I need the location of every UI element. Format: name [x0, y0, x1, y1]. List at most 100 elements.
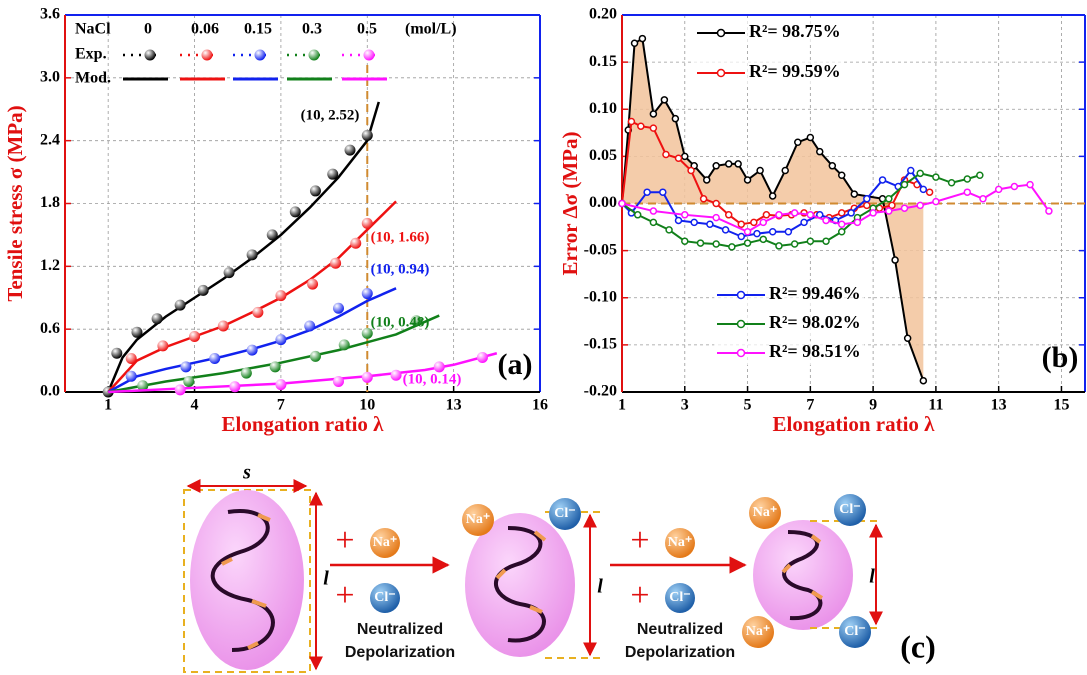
length-symbol: l	[597, 576, 603, 598]
x-tick-label: 10	[359, 397, 375, 414]
x-tick-label: 16	[532, 397, 548, 414]
error-point	[662, 150, 670, 159]
x-tick-label: 13	[446, 397, 462, 414]
x-axis-label: Elongation ratio λ	[222, 412, 385, 436]
error-point	[768, 192, 777, 200]
exp-point	[180, 361, 192, 373]
exp-point	[344, 144, 356, 156]
legend-label: 0.3	[302, 21, 322, 38]
legend-label: 0.06	[191, 21, 219, 38]
error-point	[665, 226, 673, 234]
error-point	[768, 228, 777, 236]
y-tick-label: -0.15	[584, 336, 617, 353]
legend-label: R²= 98.75%	[749, 21, 841, 41]
annotation: (10, 0.48)	[371, 314, 430, 330]
error-point	[775, 242, 783, 250]
exp-point	[111, 347, 123, 359]
error-point	[822, 216, 830, 225]
panel-label: (c)	[900, 628, 936, 664]
error-point	[900, 180, 909, 189]
error-point	[853, 218, 862, 227]
y-tick-label: 1.2	[40, 257, 60, 274]
legend-unit: (mol/L)	[405, 21, 457, 38]
exp-point	[304, 320, 316, 332]
x-tick-label: 15	[1053, 397, 1069, 414]
y-tick-label: 0.05	[589, 147, 617, 164]
error-point	[888, 201, 896, 210]
exp-point	[266, 229, 278, 241]
exp-point	[332, 376, 344, 388]
error-point	[706, 220, 714, 228]
chloride-ion	[370, 583, 400, 613]
error-point	[919, 376, 928, 385]
plus: +	[630, 522, 649, 559]
error-point	[712, 199, 720, 208]
exp-point	[131, 326, 143, 338]
error-point	[863, 201, 871, 210]
y-tick-label: 1.8	[40, 194, 60, 211]
plus: +	[335, 522, 354, 559]
exp-point	[174, 384, 186, 396]
y-tick-label: 0.0	[40, 383, 60, 400]
legend-marker	[716, 68, 726, 78]
exp-point	[433, 361, 445, 373]
sodium-ion	[370, 528, 400, 558]
error-point	[916, 169, 924, 178]
model-line	[107, 200, 397, 393]
error-point	[806, 237, 815, 245]
exp-point	[246, 249, 258, 261]
error-point	[712, 162, 720, 170]
error-point	[816, 147, 824, 156]
error-point	[699, 195, 708, 203]
ion-label: Na⁺	[753, 505, 778, 520]
legend-label: R²= 98.51%	[769, 341, 861, 361]
exp-point	[223, 267, 235, 279]
x-tick-label: 9	[869, 397, 877, 414]
exp-point	[246, 344, 258, 356]
error-point	[756, 166, 764, 175]
sodium-ion	[462, 504, 494, 536]
error-point	[790, 240, 799, 248]
legend-row-label: Mod.	[75, 70, 111, 87]
diagram: s l + Na⁺ + Cl⁻ Neutralized Depolarizati…	[183, 462, 936, 673]
y-tick-label: 3.0	[40, 69, 60, 86]
exp-point	[157, 340, 169, 352]
legend-marker	[144, 49, 156, 61]
ion-label: Na⁺	[466, 512, 491, 527]
chain-cell	[753, 520, 853, 630]
y-axis-label: Error Δσ (MPa)	[558, 132, 582, 276]
error-point	[1026, 180, 1034, 189]
error-point	[847, 209, 855, 217]
error-point	[963, 175, 972, 183]
ion-label: Na⁺	[668, 535, 693, 550]
legend-marker	[363, 49, 375, 61]
error-point	[724, 160, 733, 168]
error-point	[743, 228, 752, 236]
legend-marker	[736, 348, 746, 358]
error-point	[674, 216, 683, 225]
chart: 1 4 7 10 13 16 0.0 0.6 1.2 1.8 2.4 3.0 3.6 Elongation…	[3, 6, 548, 436]
chain-cell	[190, 490, 304, 670]
error-point	[822, 237, 830, 245]
chain-cell	[465, 513, 575, 657]
y-tick-label: -0.20	[584, 383, 617, 400]
error-point	[687, 166, 695, 175]
exp-point	[390, 369, 402, 381]
error-point	[712, 240, 720, 248]
panel-label: (a)	[498, 348, 533, 381]
exp-point	[361, 129, 373, 141]
error-point	[837, 228, 846, 236]
ion-label: Cl⁻	[839, 502, 860, 517]
x-tick-label: 1	[618, 397, 626, 414]
chain-segment	[781, 534, 824, 600]
exp-point	[476, 351, 488, 363]
error-point	[907, 166, 915, 175]
y-tick-label: 0.10	[589, 100, 617, 117]
error-point	[994, 185, 1003, 194]
exp-point	[327, 168, 339, 180]
exp-point	[269, 361, 281, 373]
error-point	[649, 218, 658, 227]
error-point	[627, 117, 636, 126]
y-tick-label: 3.6	[40, 6, 60, 23]
legend-label: 0	[144, 21, 152, 38]
